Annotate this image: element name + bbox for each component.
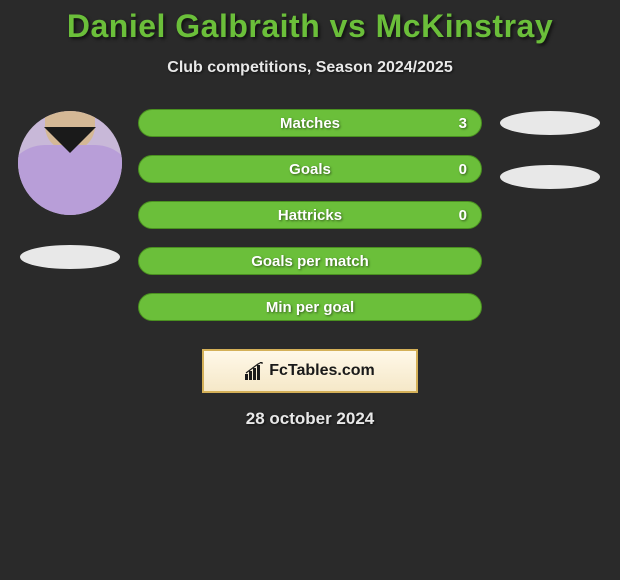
brand-logo-inner: FcTables.com	[245, 362, 375, 380]
comparison-card: Daniel Galbraith vs McKinstray Club comp…	[0, 0, 620, 429]
stat-row-goals-per-match: Goals per match	[138, 247, 482, 275]
stats-column: Matches 3 Goals 0 Hattricks 0 Goals per …	[130, 109, 490, 339]
player-avatar	[18, 111, 122, 215]
stat-value: 3	[459, 115, 467, 132]
stat-value: 0	[459, 207, 467, 224]
stat-value: 0	[459, 161, 467, 178]
main-row: Matches 3 Goals 0 Hattricks 0 Goals per …	[0, 109, 620, 339]
page-title: Daniel Galbraith vs McKinstray	[0, 8, 620, 45]
avatar-collar-shape	[44, 127, 96, 153]
subtitle: Club competitions, Season 2024/2025	[0, 59, 620, 77]
bar-chart-icon	[245, 362, 265, 380]
stat-label: Hattricks	[278, 207, 342, 224]
stat-row-matches: Matches 3	[138, 109, 482, 137]
stat-row-hattricks: Hattricks 0	[138, 201, 482, 229]
date-text: 28 october 2024	[0, 409, 620, 429]
stat-label: Matches	[280, 115, 340, 132]
stat-label: Goals	[289, 161, 331, 178]
player-left-shadow	[20, 245, 120, 269]
stat-row-goals: Goals 0	[138, 155, 482, 183]
player-right-col	[490, 109, 610, 189]
stat-label: Min per goal	[266, 299, 354, 316]
brand-logo-text: FcTables.com	[269, 362, 375, 380]
player-right-placeholder-1	[500, 111, 600, 135]
stat-row-min-per-goal: Min per goal	[138, 293, 482, 321]
player-right-placeholder-2	[500, 165, 600, 189]
player-left-col	[10, 109, 130, 269]
brand-logo-box[interactable]: FcTables.com	[202, 349, 418, 393]
avatar-jersey-shape	[18, 145, 122, 215]
stat-label: Goals per match	[251, 253, 369, 270]
